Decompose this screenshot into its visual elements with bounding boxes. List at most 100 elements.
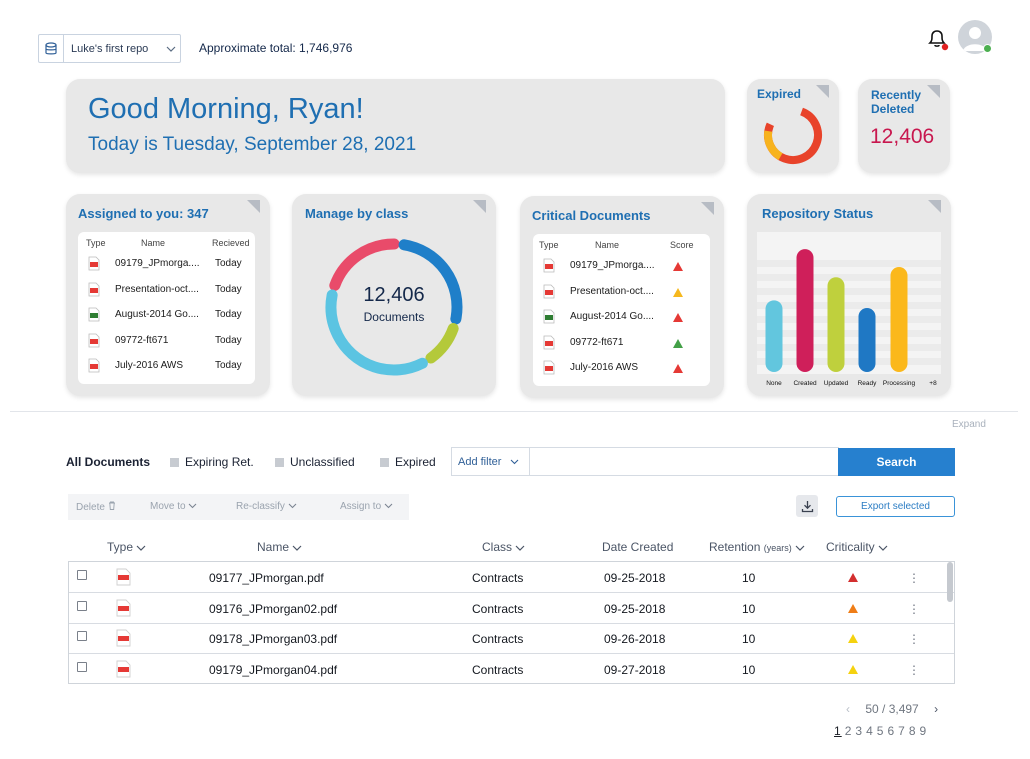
repository-status-title: Repository Status	[762, 206, 874, 221]
file-name: August-2014 Go....	[570, 311, 654, 322]
pagination-range-label: 50 / 3,497	[865, 702, 919, 716]
status-bar	[827, 277, 845, 372]
row-checkbox[interactable]	[77, 600, 87, 611]
cell-retention: 10	[742, 662, 756, 677]
page-link[interactable]: 8	[908, 724, 917, 738]
page-link[interactable]: 2	[844, 724, 853, 738]
row-checkbox[interactable]	[77, 570, 87, 580]
bulk-actions-bar: Delete Move to Re-classify Assign to	[68, 494, 409, 520]
trash-icon	[108, 501, 115, 510]
filter-expiring[interactable]: Expiring Ret.	[170, 455, 254, 469]
grid-band	[757, 288, 941, 295]
add-filter-dropdown[interactable]: Add filter	[451, 447, 530, 476]
list-item[interactable]: July-2016 AWS	[533, 357, 710, 379]
next-page-icon[interactable]: ›	[934, 702, 939, 716]
chevron-down-icon	[288, 503, 297, 509]
assigned-list: Type Name Recieved 09179_JPmorga.... Toda…	[78, 232, 255, 384]
search-input[interactable]	[529, 447, 839, 476]
status-bar-label: +8	[929, 380, 937, 387]
pdf-file-icon	[116, 568, 131, 586]
list-item[interactable]: 09179_JPmorga.... Today	[78, 253, 255, 275]
checkbox[interactable]	[170, 458, 179, 468]
criticality-warning-icon	[848, 634, 858, 643]
move-to-action[interactable]: Move to	[150, 501, 197, 512]
row-menu-icon[interactable]: ⋮	[908, 632, 920, 646]
header-criticality[interactable]: Criticality	[826, 540, 888, 554]
list-item[interactable]: August-2014 Go....	[533, 306, 710, 328]
table-row[interactable]: 09178_JPmorgan03.pdf Contracts 09-26-2018 1…	[69, 623, 954, 654]
expired-card[interactable]: Expired	[747, 79, 839, 173]
recently-deleted-card[interactable]: Recently Deleted 12,406	[858, 79, 950, 173]
assign-to-action[interactable]: Assign to	[340, 501, 393, 512]
reclassify-action[interactable]: Re-classify	[236, 501, 297, 512]
expand-corner-icon	[816, 85, 829, 98]
row-checkbox[interactable]	[77, 631, 87, 641]
list-item[interactable]: Presentation-oct.... Today	[78, 279, 255, 301]
documents-table: 09177_JPmorgan.pdf Contracts 09-25-2018 10 ⋮…	[68, 561, 955, 684]
expand-link[interactable]: Expand	[952, 419, 986, 430]
critical-documents-card[interactable]: Critical Documents Type Name Score 09179…	[520, 196, 724, 398]
chevron-down-icon	[795, 545, 805, 551]
chevron-down-icon	[136, 545, 146, 551]
repository-selector[interactable]: Luke's first repo	[38, 34, 181, 63]
list-item[interactable]: August-2014 Go.... Today	[78, 304, 255, 326]
download-button[interactable]	[796, 495, 818, 517]
file-name: Presentation-oct....	[115, 283, 199, 295]
page-link[interactable]: 6	[887, 724, 896, 738]
search-button[interactable]: Search	[838, 448, 955, 476]
pdf-icon	[88, 256, 100, 271]
assigned-title: Assigned to you: 347	[78, 206, 209, 221]
cell-class: Contracts	[472, 601, 524, 616]
table-row[interactable]: 09176_JPmorgan02.pdf Contracts 09-25-2018 1…	[69, 593, 954, 624]
page-link[interactable]: 3	[855, 724, 864, 738]
repository-status-card[interactable]: Repository Status None Created Updated Read…	[747, 194, 951, 396]
row-menu-icon[interactable]: ⋮	[908, 662, 920, 677]
list-item[interactable]: Presentation-oct....	[533, 281, 710, 303]
table-scrollbar[interactable]	[947, 562, 953, 602]
pdf-file-icon	[116, 599, 131, 617]
page-link[interactable]: 4	[866, 724, 874, 738]
header-class[interactable]: Class	[482, 540, 525, 554]
page-link[interactable]: 5	[876, 724, 885, 738]
row-menu-icon[interactable]: ⋮	[908, 571, 920, 585]
row-menu-icon[interactable]: ⋮	[908, 601, 920, 616]
notification-bell-icon[interactable]	[925, 27, 949, 51]
header-retention[interactable]: Retention (years)	[709, 540, 805, 554]
expand-corner-icon	[247, 200, 260, 213]
page-link[interactable]: 9	[919, 724, 928, 738]
assigned-card[interactable]: Assigned to you: 347 Type Name Recieved …	[66, 194, 270, 396]
delete-action[interactable]: Delete	[76, 501, 116, 513]
filter-all-documents[interactable]: All Documents	[66, 455, 151, 469]
table-row[interactable]: 09179_JPmorgan04.pdf Contracts 09-27-2018 1…	[69, 654, 954, 685]
file-name: 09179_JPmorga....	[570, 260, 655, 271]
cell-name: 09177_JPmorgan.pdf	[209, 571, 324, 585]
checkbox[interactable]	[275, 458, 284, 468]
ppt-icon	[543, 284, 555, 299]
page-link[interactable]: 1	[834, 724, 842, 738]
file-name: Presentation-oct....	[570, 285, 654, 297]
col-received-header: Recieved	[212, 238, 250, 248]
filter-unclassified-label: Unclassified	[290, 455, 355, 469]
prev-page-icon[interactable]: ‹	[846, 702, 850, 716]
cell-class: Contracts	[472, 571, 524, 585]
row-checkbox[interactable]	[77, 661, 87, 672]
manage-class-card[interactable]: Manage by class 12,406 Documents	[292, 194, 496, 396]
checkbox[interactable]	[380, 458, 389, 468]
list-item[interactable]: 09772-ft671 Today	[78, 330, 255, 352]
cell-date: 09-26-2018	[604, 632, 666, 646]
header-type[interactable]: Type	[107, 540, 146, 554]
list-item[interactable]: 09772-ft671	[533, 332, 710, 354]
donut-segment	[325, 238, 463, 376]
page-link[interactable]: 7	[898, 724, 906, 738]
filter-unclassified[interactable]: Unclassified	[275, 455, 355, 469]
header-name[interactable]: Name	[257, 540, 302, 554]
list-item[interactable]: July-2016 AWS Today	[78, 355, 255, 377]
user-avatar[interactable]	[958, 20, 992, 54]
pdf-file-icon	[116, 629, 131, 647]
header-date-created[interactable]: Date Created	[602, 540, 674, 554]
filter-expired[interactable]: Expired	[380, 455, 436, 469]
score-warning-icon	[673, 287, 683, 297]
table-row[interactable]: 09177_JPmorgan.pdf Contracts 09-25-2018 10 ⋮	[69, 562, 954, 593]
export-selected-button[interactable]: Export selected	[836, 496, 955, 517]
list-item[interactable]: 09179_JPmorga....	[533, 255, 710, 277]
